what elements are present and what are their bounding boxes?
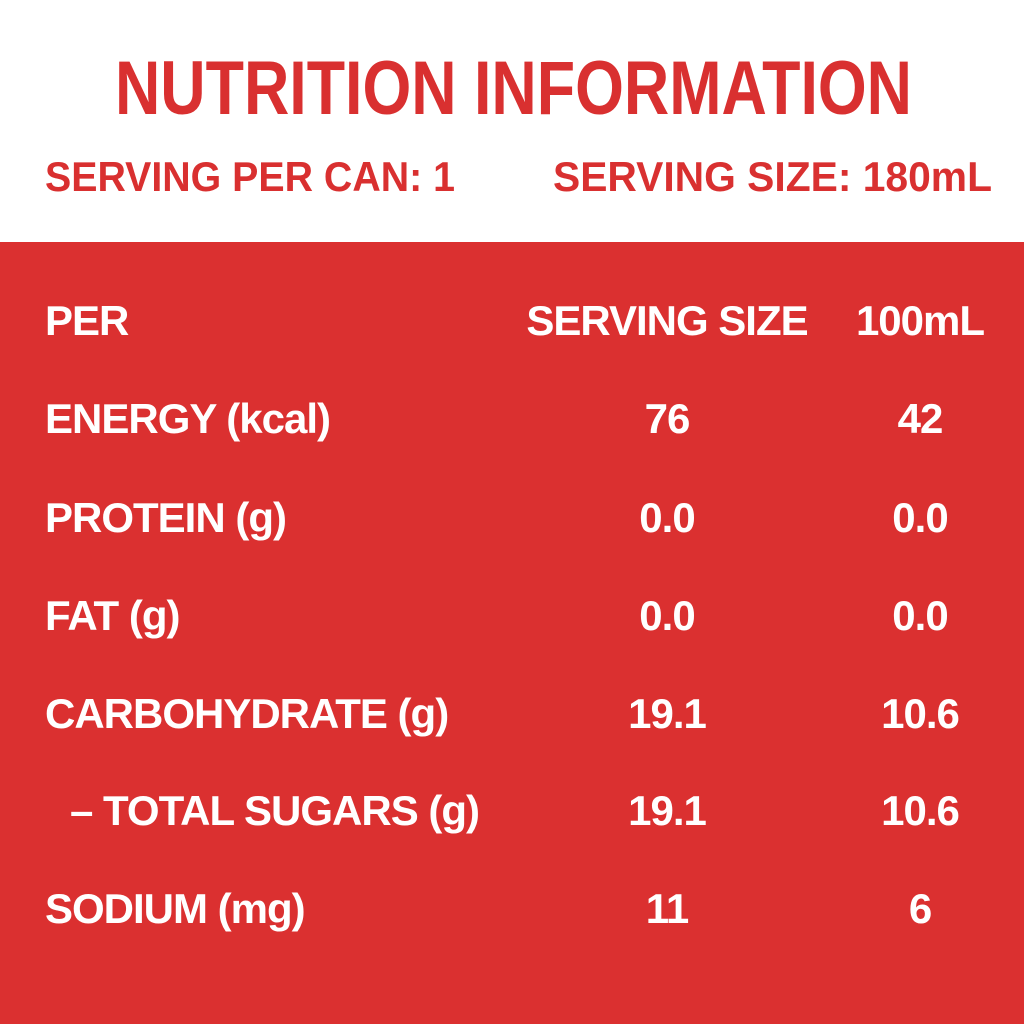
column-header: 100mL [856,297,984,344]
table-background [0,242,1024,1024]
serving-value: 0.0 [639,592,694,639]
per-100ml-value: 10.6 [881,690,959,737]
row-label: – TOTAL SUGARS (g) [70,787,479,834]
serving-size: SERVING SIZE: 180mL [553,153,992,200]
row-label: FAT (g) [45,592,180,639]
header-background [0,0,1024,242]
serving-per-can: SERVING PER CAN: 1 [45,153,455,200]
row-label: SODIUM (mg) [45,885,305,932]
serving-value: 76 [645,395,690,442]
per-100ml-value: 42 [898,395,943,442]
per-100ml-value: 0.0 [892,592,947,639]
serving-value: 19.1 [628,787,706,834]
row-label: PROTEIN (g) [45,494,286,541]
serving-value: 0.0 [639,494,694,541]
per-100ml-value: 10.6 [881,787,959,834]
serving-value: 19.1 [628,690,706,737]
column-header: PER [45,297,129,344]
row-label: ENERGY (kcal) [45,395,330,442]
table: PER SERVING SIZE 100mL ENERGY (kcal) 76 42 PRO… [45,297,985,932]
column-header: SERVING SIZE [526,297,807,344]
title: NUTRITION INFORMATION [115,46,912,131]
row-label: CARBOHYDRATE (g) [45,690,448,737]
per-100ml-value: 6 [909,885,931,932]
per-100ml-value: 0.0 [892,494,947,541]
serving-value: 11 [646,885,689,932]
